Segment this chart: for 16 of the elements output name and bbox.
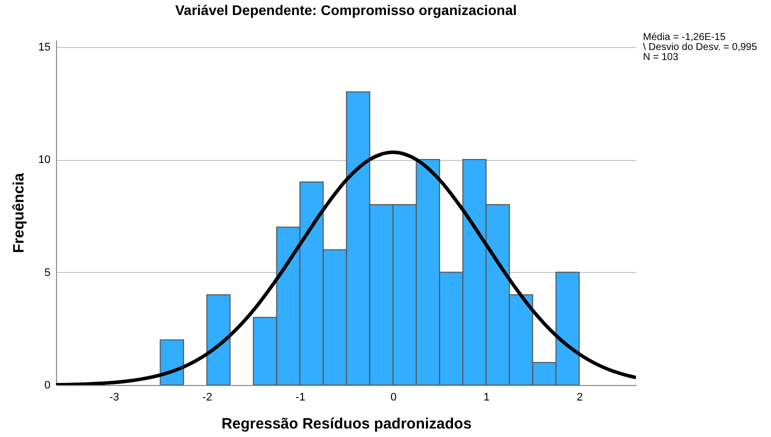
x-tick-label: -2 [202, 392, 212, 404]
text: \ Desvio do Desv. = 0,995 [643, 42, 758, 53]
y-tick-label: 10 [38, 154, 50, 166]
x-tick-label: -3 [109, 392, 120, 404]
x-tick-label: -1 [296, 392, 306, 404]
y-tick-label: 15 [38, 41, 50, 54]
chart-title: Variável Dependente: Compromisso organizacional [175, 2, 517, 18]
x-tick-label: 1 [484, 392, 490, 404]
y-axis-title: Frequência [10, 172, 28, 254]
text: N = 103 [643, 52, 679, 63]
x-tick-label: 2 [576, 392, 583, 404]
y-tick-label: 5 [44, 266, 50, 279]
text: Média = -1,26E-15 [643, 32, 726, 43]
x-axis-title: Regressão Resíduos padronizados [221, 416, 472, 432]
x-tick-label: 0 [390, 392, 397, 404]
y-tick-label: 0 [44, 380, 50, 392]
